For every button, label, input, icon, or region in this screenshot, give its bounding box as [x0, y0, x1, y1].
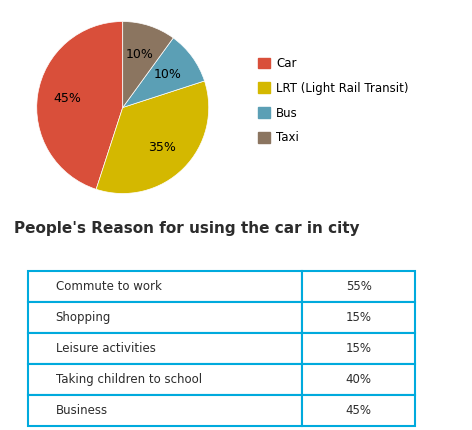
Legend: Car, LRT (Light Rail Transit), Bus, Taxi: Car, LRT (Light Rail Transit), Bus, Taxi [254, 52, 413, 149]
Wedge shape [123, 22, 173, 108]
Wedge shape [37, 22, 123, 189]
Wedge shape [96, 81, 209, 194]
Text: 10%: 10% [126, 48, 154, 61]
Text: 35%: 35% [148, 141, 176, 154]
Wedge shape [123, 38, 204, 108]
Text: 45%: 45% [53, 92, 82, 105]
Text: 10%: 10% [154, 68, 182, 81]
Text: People's Reason for using the car in city: People's Reason for using the car in cit… [14, 221, 360, 237]
